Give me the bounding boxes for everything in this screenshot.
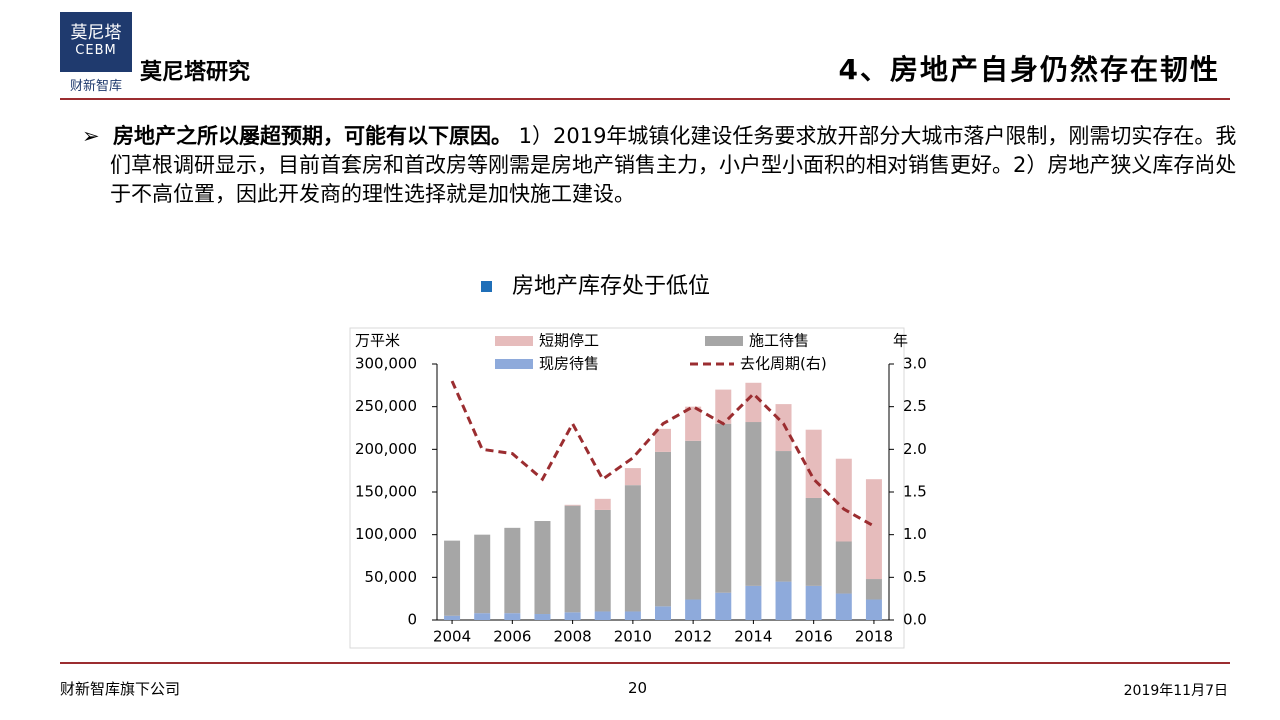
bar-segment [835, 593, 852, 620]
y2-tick-label: 1.5 [903, 483, 927, 501]
bar-segment [444, 615, 461, 620]
bar-segment [594, 611, 611, 620]
y2-tick-label: 1.0 [903, 525, 927, 543]
legend-label: 去化周期(右) [740, 355, 827, 373]
header-rule [60, 98, 1230, 100]
bar-segment [835, 541, 852, 594]
logo-top: 莫尼塔 [70, 23, 122, 43]
body-rest: 1）2019年城镇化建设任务要求放开部分大城市落户限制，刚需切实存在。我们草根调… [110, 124, 1237, 206]
bar-segment [564, 505, 581, 613]
legend-swatch [495, 359, 533, 369]
bar-segment [715, 592, 732, 620]
bar-segment [624, 468, 641, 486]
bar-segment [504, 527, 521, 614]
bar-segment [745, 422, 762, 586]
bar-segment [865, 599, 882, 620]
bar-segment [805, 497, 822, 586]
x-tick-label: 2010 [614, 628, 652, 646]
bar-segment [685, 440, 702, 600]
chart-title: 房地产库存处于低位 [512, 274, 710, 299]
legend-swatch [705, 336, 743, 346]
y2-tick-label: 2.5 [903, 397, 927, 415]
chart-frame [349, 327, 905, 649]
logo-bottom: 财新智库 [60, 72, 132, 97]
y2-tick-label: 2.0 [903, 440, 927, 458]
y-tick-label: 50,000 [365, 568, 418, 586]
bar-segment [715, 423, 732, 593]
bar-segment [564, 612, 581, 620]
legend-label: 短期停工 [539, 332, 599, 350]
bar-segment [444, 540, 461, 616]
bar-segment [685, 406, 702, 441]
bar-segment [745, 585, 762, 620]
y-tick-label: 300,000 [355, 355, 417, 373]
bar-segment [655, 606, 671, 620]
bar-segment [655, 428, 671, 452]
y-tick-label: 250,000 [355, 397, 417, 415]
body-text: ➢ 房地产之所以屡超预期，可能有以下原因。 1）2019年城镇化建设任务要求放开… [82, 122, 1255, 209]
x-tick-label: 2004 [433, 628, 471, 646]
y2-tick-label: 0.5 [903, 568, 927, 586]
bar-segment [805, 429, 822, 498]
bar-segment [865, 479, 882, 580]
body-lead: 房地产之所以屡超预期，可能有以下原因。 [112, 124, 512, 148]
y2-tick-label: 3.0 [903, 355, 927, 373]
slide-title: 4、房地产自身仍然存在韧性 [838, 53, 1220, 86]
bar-segment [624, 485, 641, 612]
x-tick-label: 2012 [674, 628, 712, 646]
legend-label: 施工待售 [749, 332, 809, 350]
bar-segment [624, 611, 641, 620]
bar-segment [775, 404, 792, 452]
bar-segment [534, 521, 551, 615]
y-tick-label: 200,000 [355, 440, 417, 458]
bar-segment [835, 458, 852, 542]
bar-segment [504, 613, 521, 620]
title-bullet [481, 281, 492, 292]
y-tick-label: 150,000 [355, 483, 417, 501]
brand: 莫尼塔研究 [140, 59, 251, 85]
y2-tick-label: 0.0 [903, 611, 927, 629]
bar-segment [655, 451, 671, 607]
page-number: 20 [628, 679, 648, 697]
footer-left: 财新智库旗下公司 [60, 680, 181, 698]
bar-segment [474, 534, 491, 614]
bar-segment [594, 509, 611, 612]
bullet: ➢ [82, 124, 113, 148]
logo-mid: CEBM [75, 43, 117, 58]
bar-segment [715, 389, 732, 424]
y-tick-label: 0 [407, 611, 417, 629]
bar-segment [775, 581, 792, 620]
y-tick-label: 100,000 [355, 525, 417, 543]
x-tick-label: 2014 [734, 628, 772, 646]
bar-segment [564, 504, 581, 506]
bar-segment [474, 613, 491, 620]
footer-rule [60, 662, 1230, 664]
legend-label: 现房待售 [539, 355, 599, 373]
line-series [450, 380, 875, 528]
bar-segment [534, 614, 551, 620]
bar-segment [594, 498, 611, 510]
bar-segment [745, 382, 762, 423]
bar-segment [865, 579, 882, 600]
chart: 房地产库存处于低位 万平米 年 0 50,000 100,000 150,000 200… [349, 274, 927, 649]
bar-segment [775, 451, 792, 582]
x-tick-label: 2006 [493, 628, 531, 646]
x-tick-label: 2008 [554, 628, 592, 646]
logo: 莫尼塔 CEBM 财新智库 [60, 12, 132, 97]
y2-axis-label: 年 [893, 332, 908, 350]
x-tick-label: 2018 [855, 628, 893, 646]
footer-date: 2019年11月7日 [1123, 683, 1228, 699]
legend-swatch [495, 336, 533, 346]
x-tick-label: 2016 [795, 628, 833, 646]
bar-segment [685, 599, 702, 620]
y-axis-label: 万平米 [355, 332, 400, 350]
bar-segment [805, 585, 822, 620]
